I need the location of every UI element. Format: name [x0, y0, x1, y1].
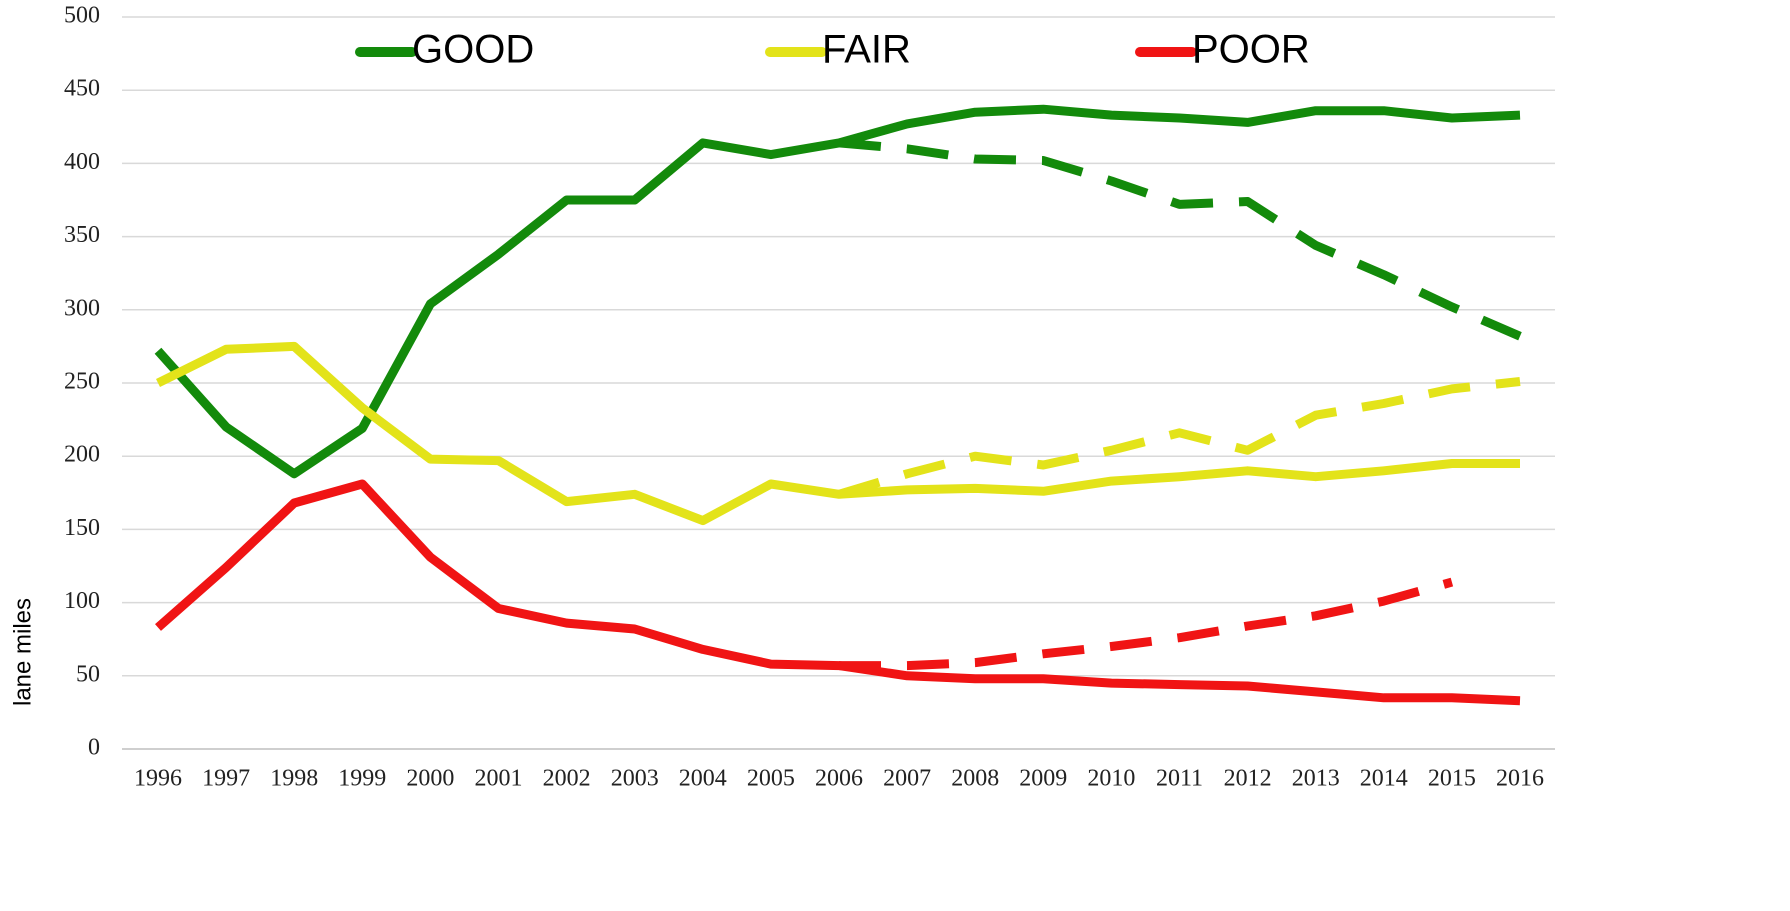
y-tick-label: 100 — [64, 588, 100, 614]
legend-label: GOOD — [412, 28, 534, 72]
x-tick-label: 2015 — [1428, 766, 1476, 792]
x-tick-label: 1996 — [134, 766, 182, 792]
y-tick-label: 500 — [64, 3, 100, 29]
x-tick-label: 2016 — [1496, 766, 1544, 792]
x-tick-label: 2011 — [1156, 766, 1203, 792]
x-tick-label: 1999 — [338, 766, 386, 792]
x-tick-label: 2009 — [1019, 766, 1067, 792]
y-tick-label: 50 — [76, 661, 100, 687]
x-tick-label: 2004 — [679, 766, 727, 792]
x-tick-label: 1998 — [270, 766, 318, 792]
x-tick-label: 2013 — [1292, 766, 1340, 792]
x-tick-label: 2006 — [815, 766, 863, 792]
x-tick-label: 1997 — [202, 766, 250, 792]
legend-label: POOR — [1192, 28, 1310, 72]
x-tick-label: 2000 — [406, 766, 454, 792]
y-tick-label: 150 — [64, 515, 100, 541]
y-tick-label: 400 — [64, 149, 100, 175]
x-tick-label: 2012 — [1224, 766, 1272, 792]
y-tick-label: 450 — [64, 76, 100, 102]
x-tick-label: 2003 — [611, 766, 659, 792]
dashed-line — [837, 377, 1521, 499]
y-tick-label: 0 — [88, 735, 100, 761]
y-axis-label: lane miles — [9, 598, 36, 706]
x-tick-label: 2007 — [883, 766, 931, 792]
x-tick-label: 2008 — [951, 766, 999, 792]
x-tick-label: 2002 — [543, 766, 591, 792]
x-tick-label: 2005 — [747, 766, 795, 792]
x-tick-label: 2014 — [1360, 766, 1408, 792]
dashed-line — [839, 577, 1454, 671]
x-tick-label: 2001 — [475, 766, 523, 792]
legend-label: FAIR — [822, 28, 911, 72]
y-tick-label: 300 — [64, 295, 100, 321]
y-tick-label: 200 — [64, 442, 100, 468]
y-tick-label: 250 — [64, 369, 100, 395]
y-tick-label: 350 — [64, 222, 100, 248]
dashed-line — [838, 138, 1522, 341]
x-tick-label: 2010 — [1087, 766, 1135, 792]
